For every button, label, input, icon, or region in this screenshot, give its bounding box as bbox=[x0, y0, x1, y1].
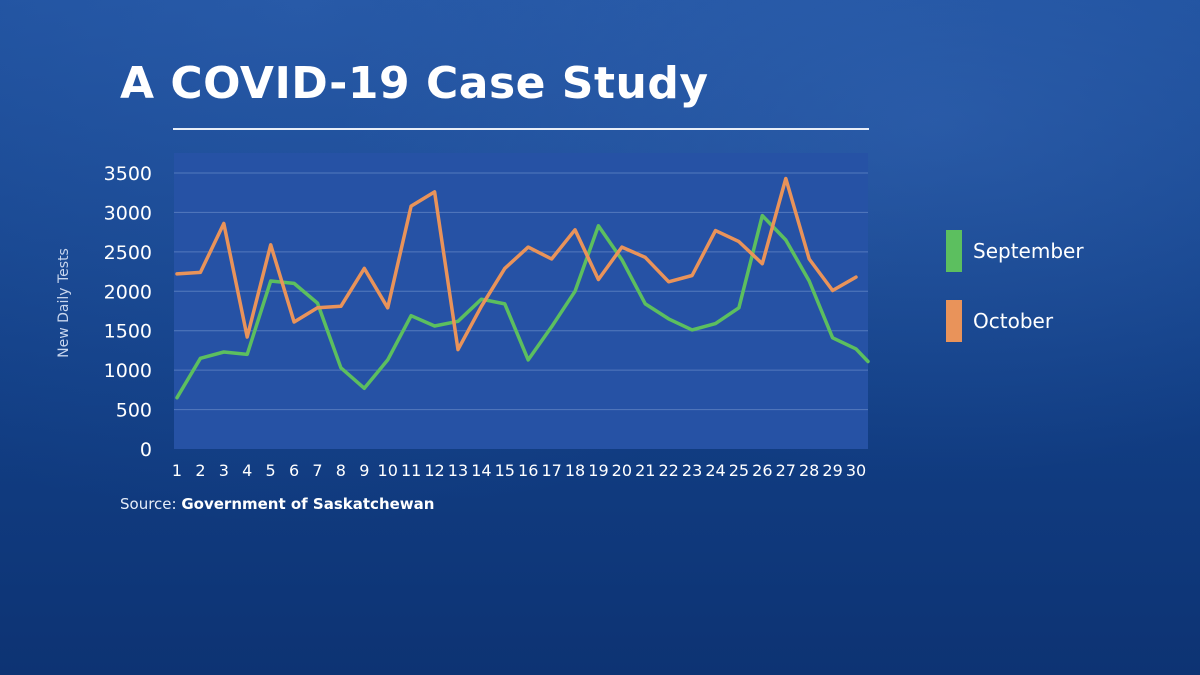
y-tick-label: 3000 bbox=[104, 202, 152, 224]
x-tick-label: 1 bbox=[172, 461, 182, 480]
x-tick-label: 12 bbox=[424, 461, 444, 480]
x-tick-label: 21 bbox=[635, 461, 655, 480]
x-tick-label: 2 bbox=[195, 461, 205, 480]
x-tick-label: 8 bbox=[336, 461, 346, 480]
x-tick-label: 26 bbox=[752, 461, 772, 480]
x-tick-label: 27 bbox=[776, 461, 796, 480]
x-tick-label: 18 bbox=[565, 461, 585, 480]
x-tick-label: 3 bbox=[219, 461, 229, 480]
title-divider bbox=[173, 128, 869, 130]
series-line-october bbox=[175, 176, 858, 352]
y-tick-label: 500 bbox=[116, 400, 152, 422]
x-tick-label: 5 bbox=[266, 461, 276, 480]
x-tick-label: 28 bbox=[799, 461, 819, 480]
x-tick-label: 6 bbox=[289, 461, 299, 480]
x-tick-label: 22 bbox=[659, 461, 679, 480]
x-tick-label: 19 bbox=[588, 461, 608, 480]
x-tick-label: 16 bbox=[518, 461, 538, 480]
chart-title: A COVID-19 Case Study bbox=[120, 58, 709, 109]
x-tick-label: 15 bbox=[495, 461, 515, 480]
y-tick-label: 2500 bbox=[104, 242, 152, 264]
x-tick-label: 7 bbox=[312, 461, 322, 480]
x-tick-label: 25 bbox=[729, 461, 749, 480]
x-tick-label: 14 bbox=[471, 461, 491, 480]
x-tick-label: 30 bbox=[846, 461, 866, 480]
x-tick-label: 11 bbox=[401, 461, 421, 480]
source-note: Source: Government of Saskatchewan bbox=[120, 495, 434, 513]
x-tick-label: 23 bbox=[682, 461, 702, 480]
x-tick-label: 29 bbox=[822, 461, 842, 480]
x-tick-label: 4 bbox=[242, 461, 252, 480]
legend-swatch-october bbox=[946, 300, 962, 342]
x-tick-label: 20 bbox=[612, 461, 632, 480]
x-tick-label: 9 bbox=[359, 461, 369, 480]
x-tick-label: 24 bbox=[705, 461, 725, 480]
y-tick-label: 3500 bbox=[104, 163, 152, 185]
legend-label-october: October bbox=[973, 309, 1054, 333]
y-tick-label: 0 bbox=[140, 439, 152, 461]
source-name: Government of Saskatchewan bbox=[181, 495, 435, 513]
x-tick-label: 17 bbox=[541, 461, 561, 480]
y-tick-label: 1500 bbox=[104, 321, 152, 343]
x-tick-label: 10 bbox=[378, 461, 398, 480]
x-tick-label: 13 bbox=[448, 461, 468, 480]
y-axis-label: New Daily Tests bbox=[56, 248, 72, 358]
y-tick-label: 2000 bbox=[104, 281, 152, 303]
plot-area bbox=[174, 153, 868, 449]
legend-label-september: September bbox=[973, 239, 1084, 263]
series-line-september bbox=[175, 213, 870, 400]
legend-swatch-september bbox=[946, 230, 962, 272]
y-tick-label: 1000 bbox=[104, 360, 152, 382]
source-prefix: Source: bbox=[120, 495, 177, 513]
